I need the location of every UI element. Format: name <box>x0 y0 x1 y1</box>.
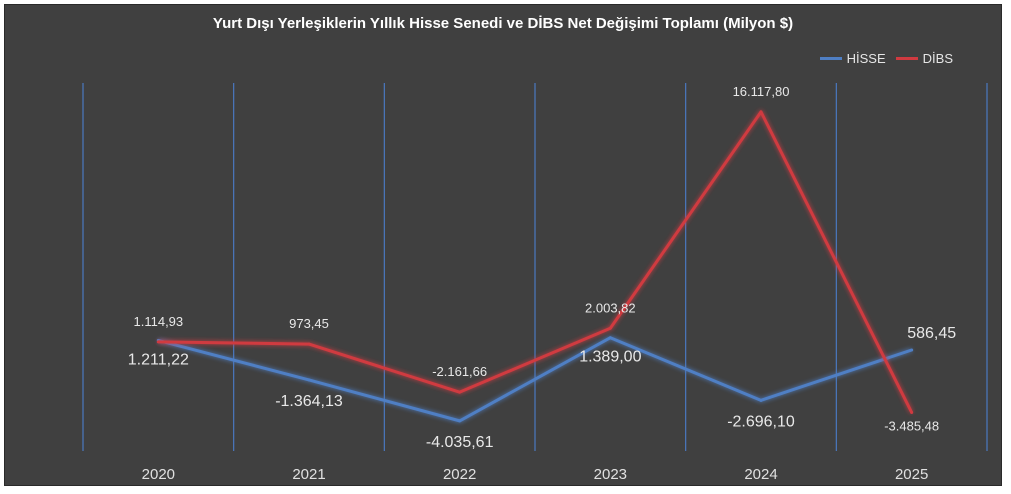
point-hisse-2022 <box>458 419 462 423</box>
point-hisse-2024 <box>759 398 763 402</box>
legend-swatch-dibs <box>895 57 918 60</box>
legend-label-hisse: HİSSE <box>846 51 886 66</box>
point-dibs-2022 <box>458 390 462 394</box>
x-tick-label-2023: 2023 <box>594 466 627 483</box>
x-tick-label-2024: 2024 <box>744 466 777 483</box>
point-dibs-2024 <box>759 110 763 114</box>
point-hisse-2025 <box>910 348 914 352</box>
data-label-dibs-2023: 2.003,82 <box>585 300 636 315</box>
data-label-dibs-2025: -3.485,48 <box>884 418 939 433</box>
legend-item-dibs: DİBS <box>895 51 953 66</box>
point-dibs-2020 <box>156 340 160 344</box>
data-label-dibs-2022: -2.161,66 <box>432 364 487 379</box>
data-label-hisse-2022: -4.035,61 <box>426 434 494 451</box>
x-tick-label-2020: 2020 <box>142 466 175 483</box>
chart-legend: HİSSE DİBS <box>819 51 953 66</box>
x-tick-label-2021: 2021 <box>292 466 325 483</box>
legend-swatch-hisse <box>819 57 842 60</box>
point-dibs-2025 <box>910 410 914 414</box>
series-line-hisse <box>157 336 913 423</box>
data-label-hisse-2021: -1.364,13 <box>275 393 343 410</box>
data-label-dibs-2024: 16.117,80 <box>733 84 790 99</box>
data-label-hisse-2020: 1.211,22 <box>128 351 189 368</box>
x-tick-label-2025: 2025 <box>895 466 928 483</box>
x-tick-label-2022: 2022 <box>443 466 476 483</box>
data-label-hisse-2023: 1.389,00 <box>579 349 641 366</box>
chart-frame: Yurt Dışı Yerleşiklerin Yıllık Hisse Sen… <box>4 4 1002 486</box>
data-label-dibs-2021: 973,45 <box>289 316 329 331</box>
point-hisse-2021 <box>307 378 311 382</box>
data-label-dibs-2020: 1.114,93 <box>134 314 184 329</box>
legend-label-dibs: DİBS <box>922 51 953 66</box>
chart-title: Yurt Dışı Yerleşiklerin Yıllık Hisse Sen… <box>212 15 794 32</box>
plot-area: 2020 2021 2022 2023 2024 2025 1.211,22 -1.364,1… <box>82 83 988 483</box>
legend-item-hisse: HİSSE <box>819 51 886 66</box>
series-line-dibs <box>158 110 914 414</box>
point-hisse-2023 <box>608 336 612 340</box>
data-label-hisse-2025: 586,45 <box>907 325 956 342</box>
point-dibs-2021 <box>307 342 311 346</box>
point-dibs-2023 <box>608 326 612 330</box>
data-label-hisse-2024: -2.696,10 <box>727 413 795 430</box>
